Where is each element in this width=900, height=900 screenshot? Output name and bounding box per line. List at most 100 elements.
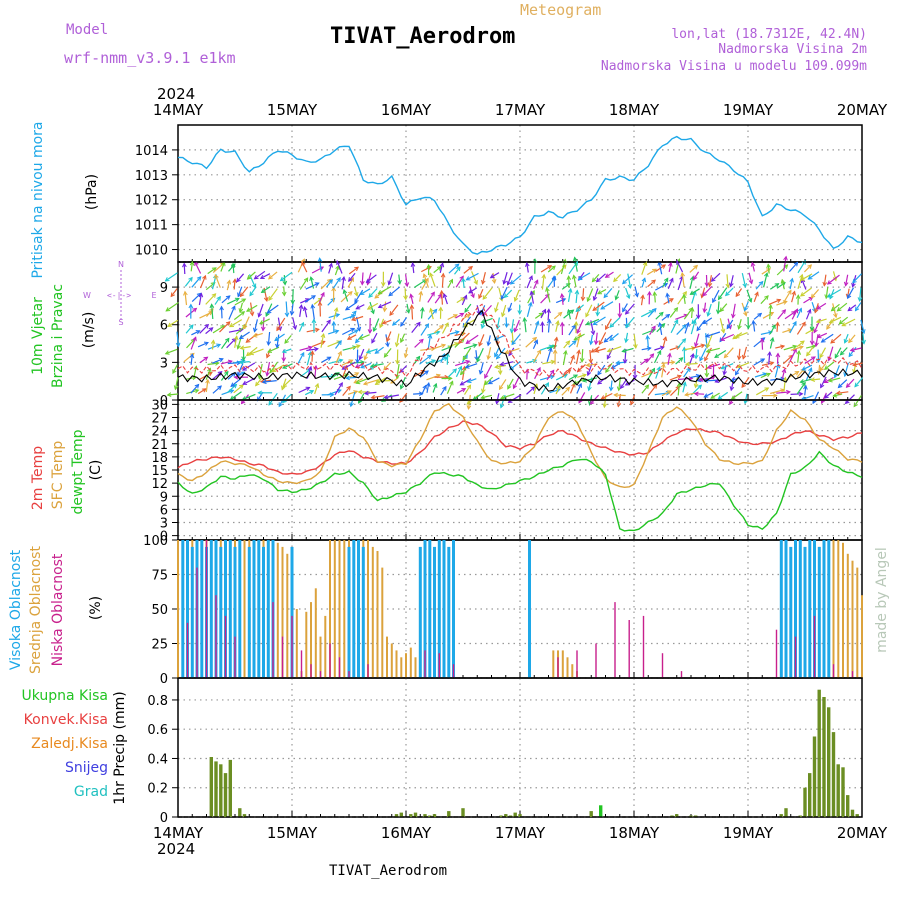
wind-arrow [774,364,780,378]
wind-arrow [447,279,454,288]
wind-arrow [301,261,308,273]
wind-arrow [321,319,331,333]
wind-arrow-head [572,274,577,280]
wind-arrow [800,287,812,297]
precip-bar [836,764,840,817]
wind-arrow [276,317,286,331]
wind-arrow [496,393,500,404]
wind-arrow-head [377,303,383,309]
wind-arrow [211,274,217,290]
wind-arrow-head [684,392,690,397]
wind-arrow-head [509,365,515,371]
wind-arrow [236,363,244,377]
wind-arrow [832,271,837,281]
wind-arrow [443,293,448,305]
wind-arrow [763,272,768,288]
wind-arrow-head [239,292,245,298]
wind-arrow [511,334,521,345]
cloud-high-bar [442,540,446,678]
wind-arrow [219,321,231,333]
wind-arrow [467,378,477,383]
wind-arrow-head [696,377,702,383]
cloud-mid-bar [177,540,179,678]
wind-arrow [826,317,835,330]
wind-arrow-head [772,393,778,398]
cloud-mid-bar [842,542,844,678]
wind-unit: (m/s) [81,312,97,349]
wind-arrow-head [281,357,287,363]
wind-arrow-head [226,279,232,285]
wind-arrow-head [791,311,797,316]
wind-arrow-head [707,282,713,288]
wind-arrow-head [580,296,586,302]
wind-arrow [419,354,432,365]
wind-arrow [661,363,665,378]
wind-arrow-head [355,379,361,385]
wind-arrow-head [663,277,669,283]
wind-arrow [326,279,333,288]
wind-arrow [676,260,684,273]
wind-arrow-head [224,370,229,376]
wind-arrow [253,319,258,332]
wind-arrow-head [504,323,509,329]
wind-arrow [490,272,500,279]
wind-arrow-head [259,320,264,325]
top-date-label: 14MAY [153,101,204,119]
wind-arrow-head [652,268,657,274]
wind-arrow [597,288,607,295]
wind-arrow-head [641,277,647,283]
wind-arrow-head [290,299,296,305]
wind-arrow [526,275,533,289]
wind-arrow-head [595,277,601,283]
wind-arrow [805,309,811,320]
wind-arrow-head [667,352,672,358]
wind-arrow [705,331,721,338]
wind-arrow-head [314,327,320,333]
wind-arrow [808,271,820,280]
wind-arrow-head [793,261,799,267]
cloud-high-bar [789,546,793,678]
wind-arrow-head [816,333,822,339]
wind-arrow [662,278,669,287]
wind-arrow-head [766,263,771,269]
wind-arrow [328,359,343,365]
wind-arrow-head [826,280,832,285]
wind-arrow-head [806,308,812,314]
wind-arrow [426,374,441,381]
wind-arrow-head [431,359,437,364]
wind-arrow-head [252,333,258,338]
wind-arrow [821,333,834,343]
wind-arrow-head [743,399,748,405]
wind-arrow [300,298,310,304]
wind-arrow [582,288,585,301]
wind-arrow [292,317,297,330]
precip-bar [694,815,698,817]
wind-arrow [607,346,622,352]
wind-arrow-head [806,351,811,357]
wind-arrow [655,283,668,291]
bottom-date-label: 14MAY [153,824,204,842]
wind-arrow [701,287,706,298]
wind-arrow-head [813,328,818,334]
wind-arrow-head [360,364,365,369]
wind-arrow [384,394,400,399]
wind-arrow-head [620,384,625,390]
wind-arrow [840,347,848,356]
cloud-mid-bar [414,657,417,678]
wind-arrow-head [466,384,472,390]
wind-arrow [366,274,377,283]
wind-arrow-head [439,289,445,295]
precip-bar [209,757,213,817]
wind-arrow-head [565,386,571,392]
cloud-mid-bar [395,650,398,678]
wind-arrow-head [464,364,470,369]
wind-arrow-head [478,369,484,375]
wind-arrow [625,303,635,315]
wind-arrow-head [822,281,828,287]
wind-arrow [691,344,705,349]
cloud-high-bar [779,540,783,678]
wind-arrow [718,287,728,300]
wind-arrow [247,271,256,280]
precip-ytick-label: 0.2 [147,782,168,797]
